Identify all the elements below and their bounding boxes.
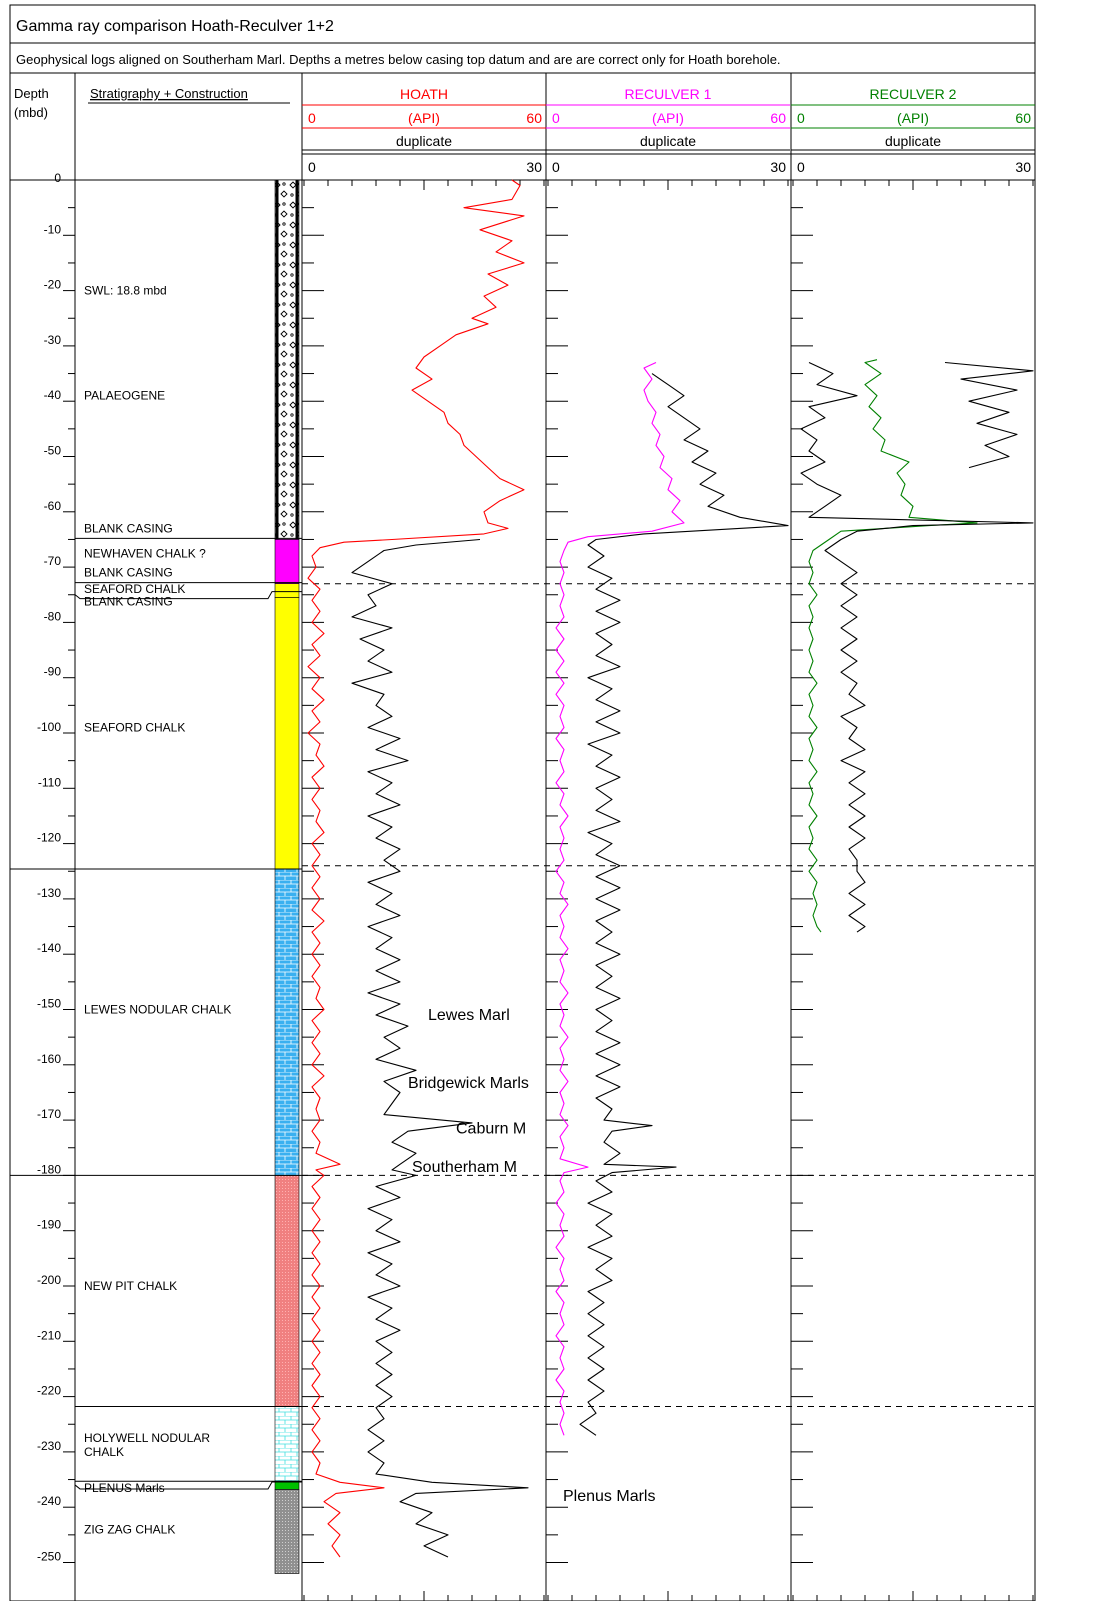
strat-label: BLANK CASING bbox=[84, 566, 173, 580]
primary-max: 60 bbox=[526, 110, 542, 126]
depth-tick-label: 0 bbox=[54, 171, 61, 185]
strat-label: SWL: 18.8 mbd bbox=[84, 284, 167, 298]
primary-unit: (API) bbox=[897, 110, 929, 126]
gamma-curve-hoath-duplicate bbox=[351, 538, 529, 1558]
primary-min: 0 bbox=[797, 110, 805, 126]
depth-tick-label: -110 bbox=[38, 775, 61, 789]
strat-label: SEAFORD CHALK bbox=[84, 720, 185, 734]
marl-annotation: Southerham M bbox=[412, 1159, 517, 1176]
depth-tick-label: -190 bbox=[37, 1218, 61, 1232]
track-headers: HOATH 0 (API) 60 duplicate 0 30 RECULVER 1 0 (API… bbox=[302, 86, 1035, 175]
strat-label: BLANK CASING bbox=[84, 521, 173, 535]
gamma-curve-hoath-api bbox=[307, 179, 525, 1558]
strat-label: NEW PIT CHALK bbox=[84, 1279, 177, 1293]
depth-tick-label: -90 bbox=[44, 665, 62, 679]
duplicate-min: 0 bbox=[552, 159, 560, 175]
depth-tick-label: -50 bbox=[44, 444, 62, 458]
depth-tick-label: -160 bbox=[37, 1052, 61, 1066]
stratigraphy-header: Stratigraphy + Construction bbox=[90, 86, 248, 101]
depth-tick-label: -10 bbox=[44, 222, 62, 236]
duplicate-max: 30 bbox=[526, 159, 542, 175]
gamma-curve-reculver-1-duplicate bbox=[579, 373, 789, 1436]
strat-label: BLANK CASING bbox=[84, 594, 173, 608]
primary-max: 60 bbox=[1015, 110, 1031, 126]
track-name: HOATH bbox=[400, 86, 448, 102]
primary-max: 60 bbox=[770, 110, 786, 126]
strat-unit bbox=[274, 868, 300, 1176]
depth-tick-label: -210 bbox=[37, 1328, 61, 1342]
primary-unit: (API) bbox=[408, 110, 440, 126]
depth-tick-label: -80 bbox=[44, 609, 62, 623]
depth-axis: 0 -10 -20 -30 -40 -50 -60 -70 -80 -90 -100 -110 -120… bbox=[37, 171, 76, 1601]
duplicate-max: 30 bbox=[1015, 159, 1031, 175]
strat-unit bbox=[274, 1480, 300, 1490]
strat-label: NEWHAVEN CHALK ? bbox=[84, 546, 206, 560]
duplicate-min: 0 bbox=[308, 159, 316, 175]
depth-tick-label: -70 bbox=[44, 554, 62, 568]
depth-header: Depth bbox=[14, 86, 49, 101]
stratigraphy-labels: SWL: 18.8 mbd PALAEOGENE BLANK CASING NEWHA… bbox=[84, 284, 231, 1537]
gamma-curve-reculver-2-duplicate bbox=[944, 361, 1034, 469]
depth-tick-label: -250 bbox=[37, 1550, 61, 1564]
depth-tick-label: -170 bbox=[37, 1107, 61, 1121]
strat-label: HOLYWELL NODULAR bbox=[84, 1431, 210, 1445]
marl-annotation: Bridgewick Marls bbox=[408, 1075, 529, 1092]
gamma-curves bbox=[307, 179, 1034, 1558]
strat-unit bbox=[274, 1406, 300, 1482]
strat-label: SEAFORD CHALK bbox=[84, 582, 185, 596]
horizon-markers bbox=[302, 583, 1035, 1408]
marl-annotation: Plenus Marls bbox=[563, 1488, 655, 1505]
strat-unit bbox=[274, 1175, 300, 1407]
strat-unit bbox=[274, 597, 300, 870]
strat-unit bbox=[274, 179, 300, 540]
depth-tick-label: -60 bbox=[44, 499, 62, 513]
duplicate-label: duplicate bbox=[396, 133, 452, 149]
track-name: RECULVER 2 bbox=[870, 86, 957, 102]
stratigraphic-column bbox=[10, 179, 302, 1574]
duplicate-min: 0 bbox=[797, 159, 805, 175]
strat-unit bbox=[274, 583, 300, 598]
depth-tick-label: -150 bbox=[37, 997, 61, 1011]
strat-label: PALAEOGENE bbox=[84, 389, 165, 403]
strat-unit bbox=[274, 539, 300, 584]
depth-tick-label: -120 bbox=[37, 831, 61, 845]
depth-tick-label: -140 bbox=[37, 941, 61, 955]
gamma-curve-reculver-1-api bbox=[555, 362, 685, 1436]
depth-tick-label: -130 bbox=[37, 886, 61, 900]
depth-tick-label: -240 bbox=[37, 1494, 61, 1508]
primary-unit: (API) bbox=[652, 110, 684, 126]
marl-annotations: Lewes Marl Bridgewick Marls Caburn M Southe… bbox=[408, 1007, 655, 1505]
strat-label: PLENUS Marls bbox=[84, 1481, 165, 1495]
duplicate-label: duplicate bbox=[640, 133, 696, 149]
chart-title: Gamma ray comparison Hoath-Reculver 1+2 bbox=[16, 18, 334, 35]
depth-tick-label: -20 bbox=[44, 278, 62, 292]
depth-tick-label: -30 bbox=[44, 333, 62, 347]
marl-annotation: Caburn M bbox=[456, 1120, 526, 1137]
marl-annotation: Lewes Marl bbox=[428, 1007, 510, 1024]
duplicate-max: 30 bbox=[770, 159, 786, 175]
primary-min: 0 bbox=[308, 110, 316, 126]
strat-label: ZIG ZAG CHALK bbox=[84, 1522, 175, 1536]
chart-subtitle: Geophysical logs aligned on Southerham M… bbox=[16, 52, 781, 67]
depth-tick-label: -200 bbox=[37, 1273, 61, 1287]
track-name: RECULVER 1 bbox=[625, 86, 712, 102]
depth-tick-label: -180 bbox=[37, 1162, 61, 1176]
depth-tick-label: -100 bbox=[37, 720, 61, 734]
chart-frame bbox=[9, 4, 1036, 1601]
depth-tick-label: -40 bbox=[44, 388, 62, 402]
track-tick-marks bbox=[302, 179, 1034, 1601]
strat-unit bbox=[274, 1489, 300, 1574]
primary-min: 0 bbox=[552, 110, 560, 126]
depth-tick-label: -230 bbox=[37, 1439, 61, 1453]
duplicate-label: duplicate bbox=[885, 133, 941, 149]
strat-label: LEWES NODULAR CHALK bbox=[84, 1003, 231, 1017]
gamma-curve-reculver-2-api bbox=[808, 359, 978, 933]
depth-tick-label: -220 bbox=[37, 1384, 61, 1398]
gamma-curve-reculver-2-duplicate bbox=[800, 362, 1034, 933]
strat-label: CHALK bbox=[84, 1445, 124, 1459]
depth-unit: (mbd) bbox=[14, 105, 48, 120]
